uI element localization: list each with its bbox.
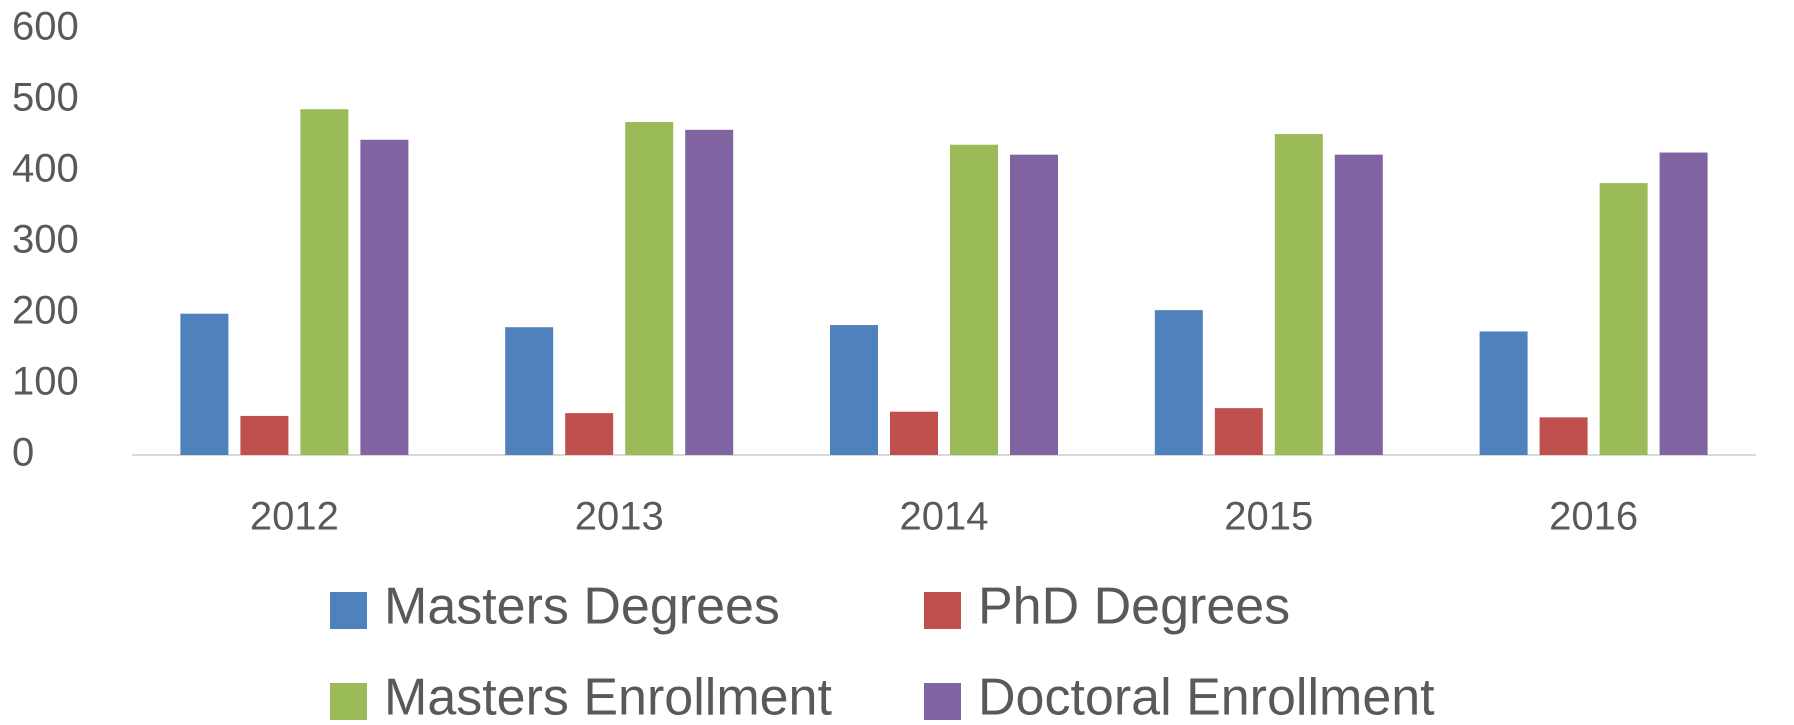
legend-label: PhD Degrees: [978, 578, 1290, 636]
y-tick-label: 400: [12, 147, 79, 191]
y-tick-label: 300: [12, 218, 79, 262]
y-tick-label: 100: [12, 360, 79, 404]
bar: [240, 415, 289, 455]
y-tick-label: 500: [12, 76, 79, 120]
bar: [180, 313, 229, 455]
bar: [625, 122, 674, 455]
bar: [1334, 154, 1383, 456]
bar: [1599, 183, 1648, 455]
x-tick-label: 2013: [575, 495, 664, 539]
x-tick-label: 2012: [250, 495, 339, 539]
x-tick-label: 2016: [1549, 495, 1638, 539]
y-tick-label: 200: [12, 289, 79, 333]
legend-swatch: [924, 683, 961, 720]
bar: [830, 325, 878, 455]
bar: [890, 411, 938, 455]
legend-label: Masters Enrollment: [384, 669, 832, 725]
bar: [505, 327, 554, 455]
legend-swatch: [330, 592, 367, 629]
bar: [360, 139, 409, 455]
x-tick-label: 2014: [900, 495, 989, 539]
bar: [1214, 408, 1263, 455]
bar: [1479, 331, 1528, 455]
legend-label: Doctoral Enrollment: [978, 669, 1435, 725]
y-tick-label: 0: [12, 431, 34, 475]
legend-swatch: [924, 592, 961, 629]
legend-swatch: [330, 683, 367, 720]
bar: [1154, 310, 1203, 455]
x-tick-label: 2015: [1224, 495, 1313, 539]
bar: [950, 144, 998, 456]
bar: [1274, 134, 1323, 455]
bar: [565, 413, 614, 455]
bar: [1539, 417, 1588, 455]
y-tick-label: 600: [12, 5, 79, 49]
legend-label: Masters Degrees: [384, 578, 780, 636]
bar: [1010, 154, 1058, 456]
bar: [1659, 152, 1708, 456]
bar: [685, 129, 734, 455]
bar: [300, 109, 349, 455]
